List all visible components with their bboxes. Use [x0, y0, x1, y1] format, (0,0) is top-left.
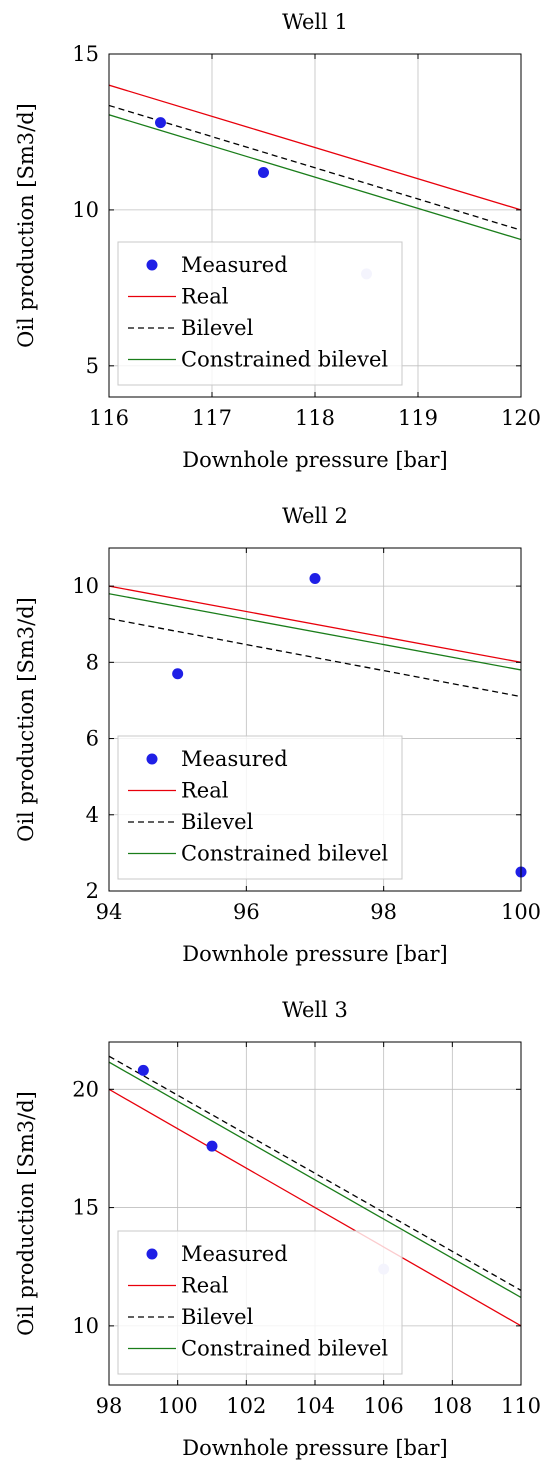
legend: Measured Real Bilevel Constrained bilevel	[117, 241, 403, 386]
series-line-real	[109, 1088, 521, 1327]
chart-title: Well 3	[282, 998, 348, 1022]
legend-frame	[117, 735, 403, 880]
y-tick-label: 6	[86, 727, 99, 751]
legend-label: Bilevel	[181, 810, 254, 834]
legend-label: Constrained bilevel	[181, 842, 388, 866]
axes-frame	[108, 547, 522, 892]
legend-label: Real	[181, 285, 229, 309]
series-line-constrained-bilevel	[109, 593, 521, 671]
x-tick-label: 100	[501, 900, 541, 924]
measured-point	[258, 166, 269, 178]
x-tick-label: 119	[398, 406, 438, 430]
y-tick-label: 10	[72, 1314, 99, 1338]
chart-title: Well 2	[282, 504, 348, 528]
x-tick-label: 94	[96, 900, 123, 924]
chart-panel-2: 94 96 98 100 2 4 6 8 10 Well 2 Downhole pressure […	[14, 504, 541, 966]
x-tick-label: 117	[192, 406, 232, 430]
legend-frame	[117, 241, 403, 386]
series-line-bilevel	[109, 617, 521, 698]
legend-label: Real	[181, 779, 229, 803]
y-axis-label: Oil production [Sm3/d]	[14, 597, 38, 842]
x-axis-label: Downhole pressure [bar]	[182, 1436, 447, 1460]
y-tick-label: 20	[72, 1077, 99, 1101]
measured-point	[309, 572, 321, 584]
x-tick-label: 118	[295, 406, 335, 430]
legend-label: Real	[181, 1274, 229, 1298]
legend: Measured Real Bilevel Constrained bilevel	[117, 1230, 403, 1375]
y-axis-label: Oil production [Sm3/d]	[14, 103, 38, 348]
measured-point	[172, 668, 184, 680]
y-tick-label: 15	[72, 1196, 99, 1220]
series-line-real	[109, 84, 521, 211]
y-tick-label: 5	[86, 354, 99, 378]
legend-label: Measured	[181, 1242, 288, 1266]
series-line-constrained-bilevel	[109, 1061, 521, 1299]
legend-measured-marker	[146, 1248, 158, 1260]
series-lines	[109, 84, 521, 241]
legend-label: Bilevel	[181, 316, 254, 340]
series-line-real	[109, 585, 521, 663]
series-line-constrained-bilevel	[109, 114, 521, 241]
legend-label: Constrained bilevel	[181, 1337, 388, 1361]
x-tick-label: 120	[501, 406, 541, 430]
measured-point	[137, 1064, 149, 1076]
y-tick-label: 10	[72, 574, 99, 598]
x-axis-label: Downhole pressure [bar]	[182, 448, 447, 472]
x-tick-label: 110	[501, 1394, 541, 1418]
legend-frame	[117, 1230, 403, 1375]
series-lines	[109, 585, 521, 698]
series-line-bilevel	[109, 104, 521, 231]
chart-panel-3: 98 100 102 104 106 108 110 10 15 20 Well 3 Downhole…	[14, 998, 541, 1460]
x-tick-label: 100	[158, 1394, 198, 1418]
measured-point	[155, 117, 166, 129]
x-tick-label: 108	[432, 1394, 472, 1418]
chart-panel-1: 116 117 118 119 120 5 10 15 Well 1 Downhole press…	[14, 10, 541, 472]
x-tick-label: 104	[295, 1394, 335, 1418]
y-axis-label: Oil production [Sm3/d]	[14, 1091, 38, 1336]
x-tick-label: 98	[370, 900, 397, 924]
legend-measured-marker	[146, 753, 158, 765]
legend-label: Measured	[181, 253, 288, 277]
legend-measured-marker	[146, 259, 158, 271]
y-tick-label: 15	[72, 42, 99, 66]
y-tick-label: 8	[86, 650, 99, 674]
x-axis-label: Downhole pressure [bar]	[182, 942, 447, 966]
x-tick-label: 96	[233, 900, 260, 924]
y-tick-label: 2	[86, 879, 99, 903]
legend-label: Measured	[181, 747, 288, 771]
series-line-bilevel	[109, 1055, 521, 1291]
legend-label: Constrained bilevel	[181, 348, 388, 372]
measured-point	[206, 1140, 218, 1152]
chart-title: Well 1	[282, 10, 348, 34]
legend: Measured Real Bilevel Constrained bilevel	[117, 735, 403, 880]
y-tick-label: 10	[72, 198, 99, 222]
x-tick-label: 98	[96, 1394, 123, 1418]
x-tick-label: 106	[364, 1394, 404, 1418]
x-tick-label: 116	[89, 406, 129, 430]
x-tick-label: 102	[226, 1394, 266, 1418]
series-lines	[109, 1055, 521, 1327]
legend-label: Bilevel	[181, 1305, 254, 1329]
y-tick-label: 4	[86, 803, 99, 827]
